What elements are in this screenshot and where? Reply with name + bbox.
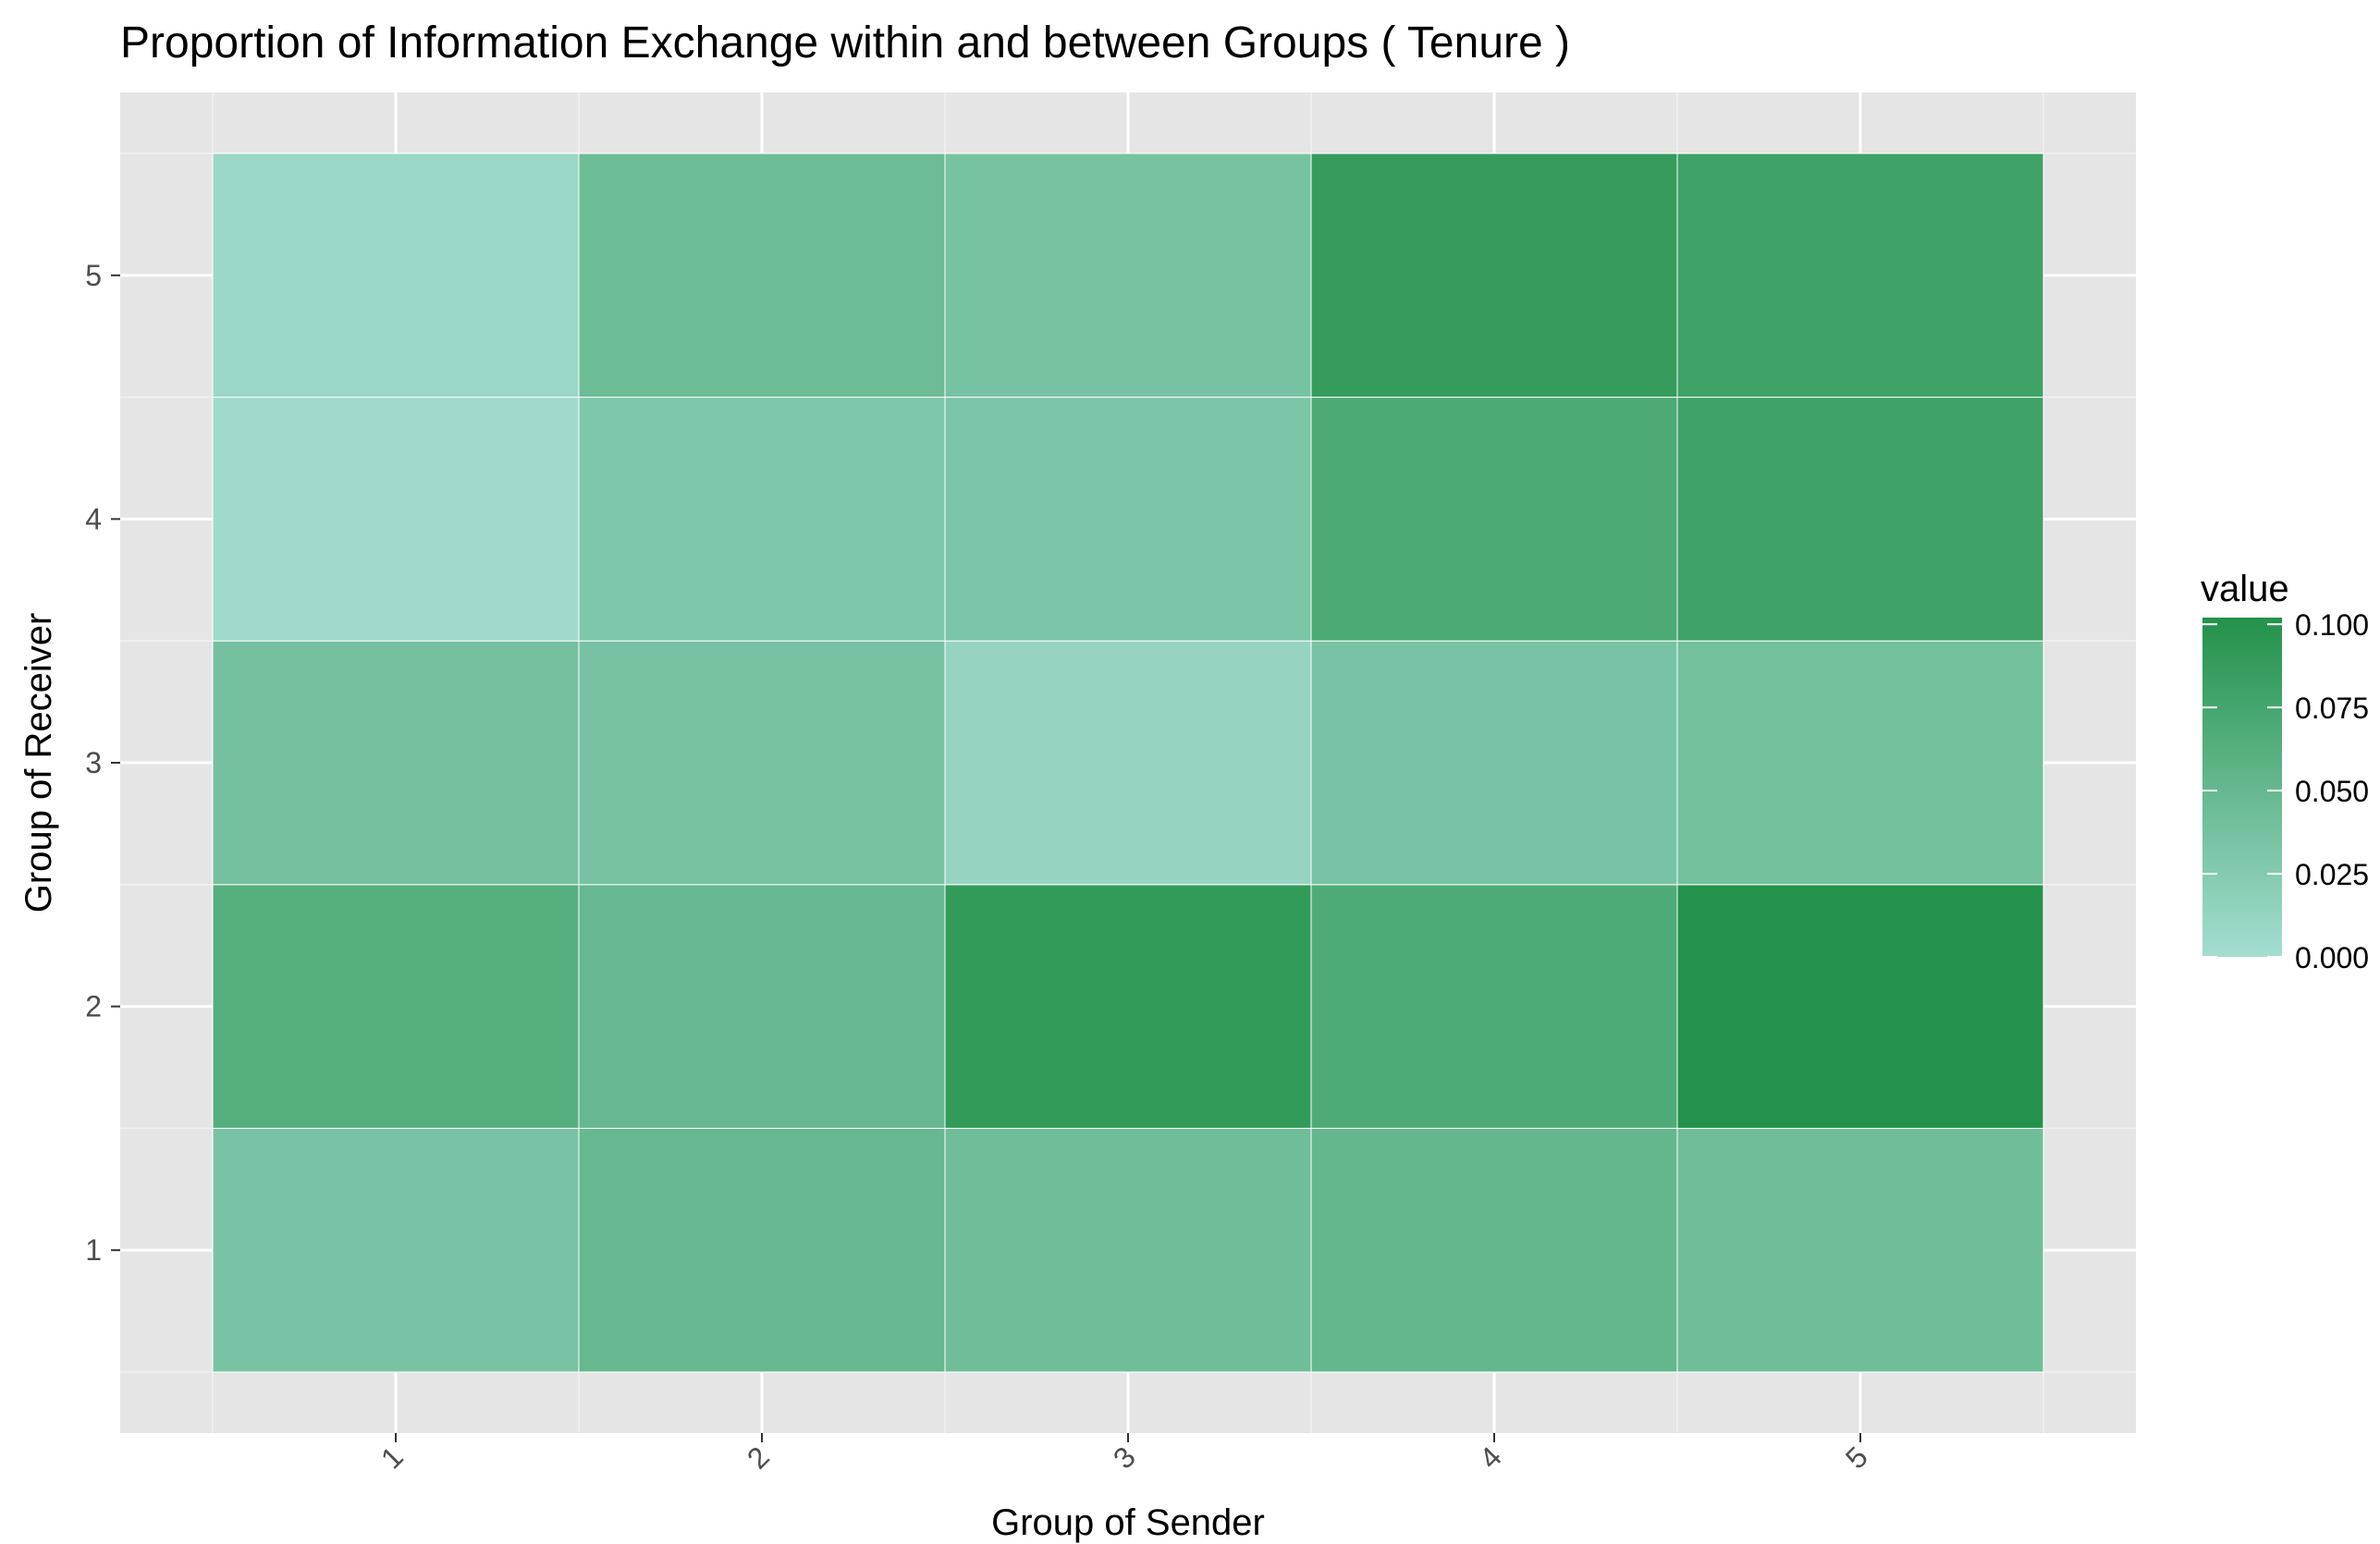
color-legend: value 0.000 0.025 0.050 0.075 0.100 bbox=[2201, 569, 2369, 974]
heatmap-cell bbox=[578, 397, 946, 642]
y-axis: 1 2 3 4 5 bbox=[85, 259, 120, 1267]
heatmap-cell bbox=[578, 153, 946, 398]
y-tick-label: 2 bbox=[85, 990, 102, 1023]
heatmap-cell bbox=[1676, 397, 2044, 642]
x-tick-label: 3 bbox=[1107, 1440, 1142, 1475]
legend-title: value bbox=[2201, 569, 2289, 609]
x-tick-label: 1 bbox=[374, 1440, 410, 1475]
heatmap-cell bbox=[944, 1127, 1312, 1373]
heatmap-cell bbox=[578, 1127, 946, 1373]
x-axis: 1 2 3 4 5 bbox=[374, 1433, 1874, 1476]
legend-tick-label: 0.025 bbox=[2295, 858, 2369, 891]
y-tick-label: 3 bbox=[85, 746, 102, 779]
heatmap-cell bbox=[1310, 884, 1678, 1129]
legend-tick-label: 0.000 bbox=[2295, 941, 2369, 974]
heatmap-cell bbox=[212, 884, 580, 1129]
heatmap-cell bbox=[1310, 640, 1678, 886]
x-tick-label: 5 bbox=[1839, 1440, 1874, 1475]
heatmap-cell bbox=[212, 640, 580, 886]
heatmap-cell bbox=[1676, 640, 2044, 886]
legend-tick-label: 0.050 bbox=[2295, 775, 2369, 808]
heatmap-cell bbox=[1676, 884, 2044, 1129]
heatmap-cells bbox=[212, 153, 2044, 1373]
heatmap-cell bbox=[212, 1127, 580, 1373]
heatmap-cell bbox=[944, 640, 1312, 886]
legend-tick-label: 0.100 bbox=[2295, 608, 2369, 642]
y-tick-label: 1 bbox=[85, 1233, 102, 1267]
heatmap-cell bbox=[1676, 153, 2044, 398]
heatmap-cell bbox=[1310, 397, 1678, 642]
y-tick-label: 5 bbox=[85, 259, 102, 292]
heatmap-cell bbox=[1676, 1127, 2044, 1373]
heatmap-cell bbox=[1310, 153, 1678, 398]
heatmap-cell bbox=[944, 884, 1312, 1129]
legend-ticks: 0.000 0.025 0.050 0.075 0.100 bbox=[2202, 608, 2369, 974]
heatmap-cell bbox=[212, 397, 580, 642]
legend-tick-label: 0.075 bbox=[2295, 692, 2369, 725]
heatmap-cell bbox=[578, 640, 946, 886]
chart-title: Proportion of Information Exchange withi… bbox=[120, 18, 1570, 67]
heatmap-cell bbox=[578, 884, 946, 1129]
x-tick-label: 2 bbox=[741, 1440, 776, 1475]
y-tick-label: 4 bbox=[85, 502, 102, 535]
x-tick-label: 4 bbox=[1473, 1440, 1508, 1475]
y-axis-title: Group of Receiver bbox=[18, 613, 59, 913]
heatmap-cell bbox=[212, 153, 580, 398]
heatmap-cell bbox=[944, 153, 1312, 398]
heatmap-cell bbox=[1310, 1127, 1678, 1373]
legend-colorbar bbox=[2202, 618, 2282, 957]
x-axis-title: Group of Sender bbox=[991, 1502, 1265, 1543]
heatmap-cell bbox=[944, 397, 1312, 642]
